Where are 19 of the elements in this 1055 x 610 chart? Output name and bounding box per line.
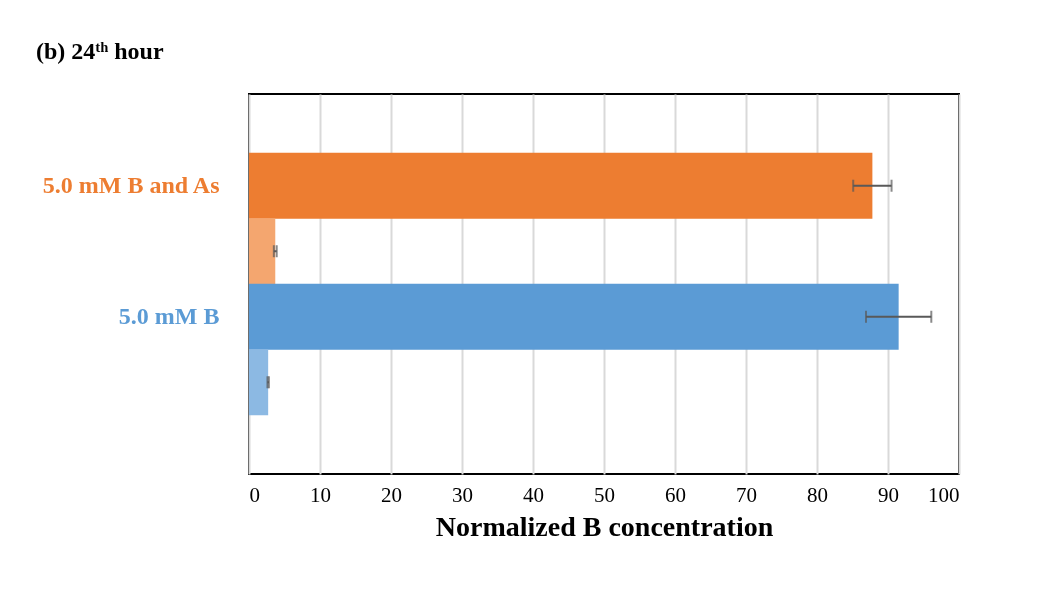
bar xyxy=(249,218,276,285)
x-tick-label: 70 xyxy=(736,482,757,507)
bar xyxy=(249,152,873,219)
y-tick-label: 5.0 mM B and As xyxy=(42,171,220,198)
x-tick-label: 0 xyxy=(249,482,260,507)
x-tick-label: 30 xyxy=(452,482,473,507)
x-tick-label: 60 xyxy=(665,482,686,507)
y-tick-label: 5.0 mM B xyxy=(118,302,220,329)
bar xyxy=(249,283,899,350)
x-tick-label: 40 xyxy=(523,482,544,507)
chart-title: (b) 24ᵗʰ hour xyxy=(35,38,164,64)
x-tick-label: 10 xyxy=(310,482,331,507)
x-axis-title: Normalized B concentration xyxy=(435,510,774,542)
bar xyxy=(249,349,269,416)
x-tick-label: 90 xyxy=(878,482,899,507)
x-tick-label: 20 xyxy=(381,482,402,507)
x-tick-label: 80 xyxy=(807,482,828,507)
x-tick-label: 100 xyxy=(928,482,960,507)
x-tick-label: 50 xyxy=(594,482,615,507)
